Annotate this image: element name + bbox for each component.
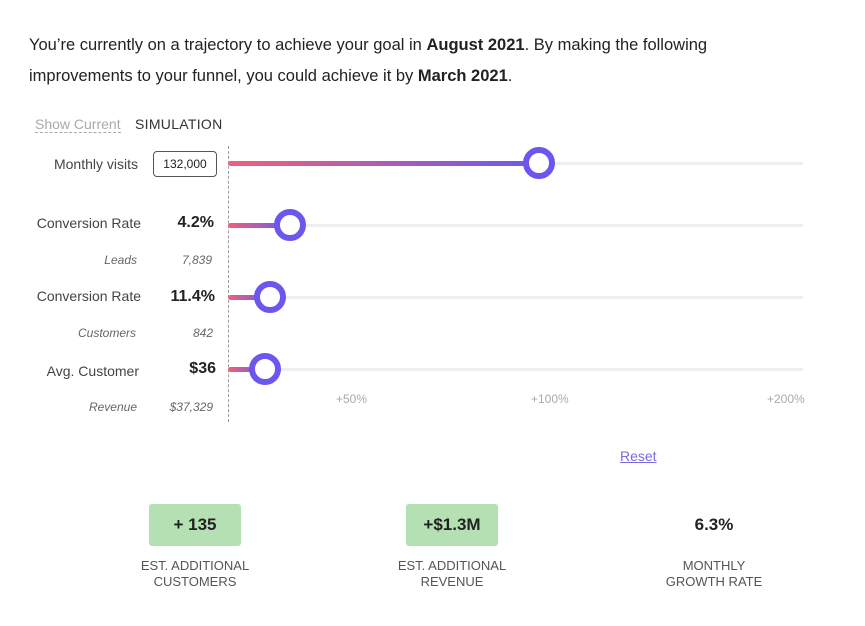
row-label-avg-customer: Avg. Customer bbox=[46, 363, 139, 379]
intro-before: You’re currently on a trajectory to achi… bbox=[29, 36, 427, 54]
slider-fill bbox=[228, 295, 271, 300]
row-label-monthly-visits: Monthly visits bbox=[53, 156, 138, 172]
slider-track[interactable] bbox=[228, 224, 803, 227]
row-label-conversion-customers: Conversion Rate bbox=[36, 288, 141, 304]
avg-customer-value: $36 bbox=[189, 360, 216, 377]
conversion-rate-leads-value: 4.2% bbox=[177, 214, 214, 231]
slider-track[interactable] bbox=[228, 368, 803, 371]
slider-track[interactable] bbox=[228, 296, 803, 299]
revenue-value: $37,329 bbox=[169, 400, 213, 414]
stat-caption-line2: REVENUE bbox=[420, 574, 484, 589]
intro-middle: . By making the following improvements t… bbox=[29, 36, 708, 85]
stat-additional-revenue: +$1.3M EST. ADDITIONAL REVENUE bbox=[352, 504, 552, 590]
leads-value: 7,839 bbox=[181, 253, 212, 267]
stat-caption-line1: EST. ADDITIONAL bbox=[397, 558, 507, 573]
slider-fill bbox=[228, 223, 290, 228]
tick-50: +50% bbox=[336, 392, 368, 406]
intro-end: . bbox=[507, 67, 513, 85]
monthly-growth-value: 6.3% bbox=[694, 515, 734, 534]
slider-handle[interactable] bbox=[254, 281, 287, 313]
intro-text: You’re currently on a trajectory to achi… bbox=[29, 30, 809, 92]
stat-caption-line2: GROWTH RATE bbox=[665, 574, 763, 589]
leads-label: Leads bbox=[104, 253, 137, 267]
slider-handle[interactable] bbox=[249, 353, 282, 385]
row-label-conversion-leads: Conversion Rate bbox=[36, 215, 141, 231]
stat-caption-line1: MONTHLY bbox=[682, 558, 746, 573]
reset-link[interactable]: Reset bbox=[620, 448, 657, 464]
additional-revenue-value: +$1.3M bbox=[406, 504, 498, 546]
customers-value: 842 bbox=[192, 326, 213, 340]
stat-additional-customers: + 135 EST. ADDITIONAL CUSTOMERS bbox=[95, 504, 295, 590]
slider-handle[interactable] bbox=[274, 209, 306, 241]
stat-caption-line2: CUSTOMERS bbox=[153, 574, 237, 589]
goal-date: August 2021 bbox=[426, 36, 525, 54]
slider-handle[interactable] bbox=[523, 147, 556, 179]
new-date: March 2021 bbox=[417, 67, 508, 85]
tab-simulation[interactable]: SIMULATION bbox=[135, 116, 223, 132]
tick-100: +100% bbox=[531, 392, 569, 406]
tab-show-current[interactable]: Show Current bbox=[35, 116, 121, 133]
baseline-divider bbox=[228, 146, 229, 422]
stat-monthly-growth: 6.3% MONTHLY GROWTH RATE bbox=[614, 504, 814, 590]
monthly-visits-input[interactable]: 132,000 bbox=[153, 151, 217, 177]
slider-fill bbox=[228, 161, 540, 166]
additional-customers-value: + 135 bbox=[149, 504, 241, 546]
tick-200: +200% bbox=[767, 392, 805, 406]
stat-caption-line1: EST. ADDITIONAL bbox=[140, 558, 250, 573]
conversion-rate-customers-value: 11.4% bbox=[170, 288, 215, 305]
revenue-label: Revenue bbox=[88, 400, 137, 414]
customers-label: Customers bbox=[77, 326, 136, 340]
slider-fill bbox=[228, 367, 266, 372]
